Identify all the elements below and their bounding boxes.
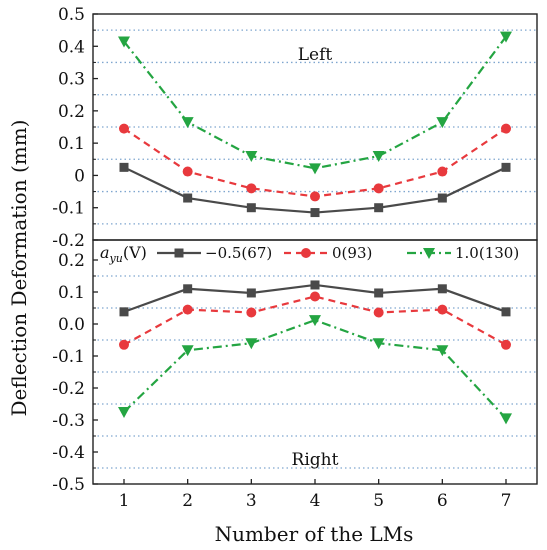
legend-marker: [301, 248, 311, 258]
data-point: [310, 291, 320, 302]
data-point: [501, 123, 511, 134]
y-tick-label: 0.0: [58, 315, 85, 335]
series-1: [119, 123, 511, 202]
y-tick-label: 0.5: [58, 5, 85, 25]
y-tick-label: 0.2: [58, 251, 85, 271]
data-point: [372, 338, 385, 350]
y-tick-label: 0: [74, 166, 85, 186]
panel-left: -0.2 -0.1 0 0.1 0.2 0.3 0.4 0.5 Left: [52, 5, 538, 251]
legend-entry-1: 0(93): [284, 244, 372, 262]
legend-entry-2: 1.0(130): [407, 244, 519, 262]
legend-marker: [423, 248, 435, 259]
y-tick-label: 0.1: [58, 283, 85, 303]
data-point: [309, 163, 321, 175]
y-tick-label: -0.2: [52, 231, 85, 251]
data-point: [119, 307, 129, 317]
y-tick-label: -0.1: [52, 347, 85, 367]
data-point: [501, 339, 511, 350]
y-tick-label: -0.1: [52, 199, 85, 219]
panel-label-left: Left: [298, 45, 333, 65]
data-point: [310, 280, 320, 290]
data-point: [183, 193, 193, 203]
series-line: [123, 127, 507, 198]
data-point: [373, 183, 384, 194]
x-axis: 1 2 3 4 5 6 7: [119, 479, 512, 511]
data-point: [374, 288, 384, 298]
x-tick-label: 6: [437, 491, 448, 511]
x-tick-label: 2: [182, 491, 193, 511]
panel-right: -0.5 -0.4 -0.3 -0.2 -0.1 0.0 0.1 0.2 Right: [52, 239, 538, 495]
legend-label: −0.5(67): [205, 244, 272, 262]
legend-marker: [174, 248, 184, 258]
data-point: [500, 413, 512, 425]
data-point: [373, 307, 384, 318]
data-point: [246, 203, 256, 213]
legend-title: ayu(V): [100, 243, 147, 265]
data-point: [436, 117, 449, 129]
x-tick-label: 3: [246, 491, 257, 511]
legend-label: 1.0(130): [455, 244, 519, 262]
y-tick-label: -0.5: [52, 475, 85, 495]
y-tick-label: -0.2: [52, 379, 85, 399]
data-point: [437, 304, 448, 315]
data-point: [501, 162, 511, 172]
legend-label: 0(93): [332, 244, 372, 262]
series-1: [119, 291, 511, 350]
data-point: [246, 183, 257, 194]
data-point: [182, 166, 193, 177]
data-point: [372, 151, 385, 163]
data-point: [181, 117, 194, 129]
series-0: [119, 162, 511, 218]
y-tick-label: 0.4: [58, 37, 85, 57]
data-point: [246, 307, 257, 318]
x-tick-label: 7: [501, 491, 512, 511]
y-tick-label: -0.4: [52, 443, 85, 463]
data-point: [437, 284, 447, 294]
y-tick-label: -0.3: [52, 411, 85, 431]
panel-label-right: Right: [292, 450, 339, 470]
series-0: [119, 280, 511, 317]
data-point: [119, 123, 129, 134]
data-point: [374, 203, 384, 213]
y-tick-label: 0.1: [58, 134, 85, 154]
x-tick-label: 1: [119, 491, 130, 511]
x-tick-label: 4: [310, 491, 321, 511]
series-2: [118, 31, 512, 175]
data-point: [437, 166, 448, 177]
data-point: [245, 151, 258, 163]
legend-entry-0: −0.5(67): [157, 244, 272, 262]
data-point: [245, 338, 258, 350]
data-point: [246, 288, 256, 298]
data-point: [118, 407, 130, 418]
panels: -0.2 -0.1 0 0.1 0.2 0.3 0.4 0.5 Left -0.5 -0.4 -0.3…: [52, 5, 538, 495]
data-point: [119, 162, 129, 172]
data-point: [119, 339, 129, 350]
series-2: [118, 315, 512, 425]
data-point: [310, 208, 320, 218]
data-point: [501, 307, 511, 317]
data-point: [181, 345, 194, 357]
data-point: [436, 345, 449, 357]
data-point: [183, 284, 193, 294]
y-tick-label: 0.3: [58, 70, 85, 90]
legend: ayu(V) −0.5(67) 0(93) 1.0(130): [100, 243, 519, 265]
x-axis-title: Number of the LMs: [215, 522, 414, 546]
y-tick-label: 0.2: [58, 102, 85, 122]
data-point: [500, 31, 512, 43]
x-tick-label: 5: [373, 491, 384, 511]
data-point: [309, 315, 321, 327]
data-point: [118, 36, 130, 48]
data-point: [437, 193, 447, 203]
data-point: [182, 304, 193, 315]
y-axis-title: Deflection Deformation (mm): [7, 120, 31, 417]
data-point: [310, 191, 320, 202]
